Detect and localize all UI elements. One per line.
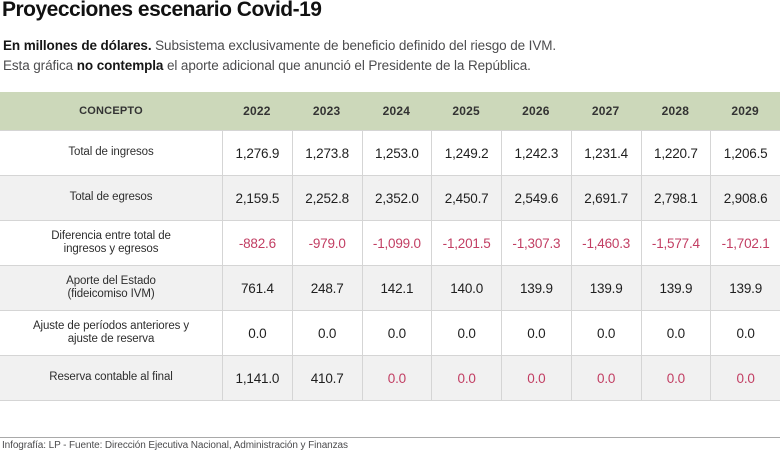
- value-cell: 248.7: [291, 266, 362, 310]
- value-cell: 1,249.2: [431, 131, 501, 175]
- row-label-line: Aporte del Estado: [66, 274, 156, 287]
- data-table: CONCEPTO 2022 2023 2024 2025 2026 2027 2028 2029…: [0, 92, 780, 401]
- value-cell: 2,798.1: [640, 176, 711, 220]
- subtitle-segment: Esta gráfica: [3, 57, 77, 73]
- row-label-line: (fideicomiso IVM): [67, 288, 155, 300]
- value-cell: 2,252.8: [291, 176, 362, 220]
- table-header-row: CONCEPTO 2022 2023 2024 2025 2026 2027 2028 2029: [0, 92, 780, 130]
- column-header-year-2025: 2025: [452, 104, 480, 118]
- row-label-line: ingresos y egresos: [63, 243, 159, 255]
- value-cell: 1,273.8: [291, 131, 362, 175]
- row-label-line: Diferencia entre total de: [51, 229, 171, 242]
- footer-divider: [0, 437, 780, 438]
- value-cell: 2,450.7: [431, 176, 501, 220]
- value-cell: -1,099.0: [361, 221, 432, 265]
- row-label: Aporte del Estado (fideicomiso IVM): [0, 266, 222, 310]
- row-label-line: Total de egresos: [69, 191, 153, 204]
- value-cell: 0.0: [431, 311, 501, 355]
- column-header-year-2023: 2023: [312, 104, 341, 118]
- value-cell: 2,159.5: [222, 176, 292, 220]
- value-cell: 0.0: [640, 311, 711, 355]
- value-cell: 0.0: [501, 311, 571, 355]
- value-cell: 2,908.6: [710, 176, 780, 220]
- table-row: Reserva contable al final 1,141.0 410.7 0.0…: [0, 355, 780, 400]
- row-label-line: Ajuste de períodos anteriores y: [32, 319, 190, 332]
- table-row: Aporte del Estado (fideicomiso IVM) 761.4 2…: [0, 265, 780, 310]
- column-header-year-2026: 2026: [522, 104, 550, 118]
- value-cell: -882.6: [222, 221, 292, 265]
- row-label: Total de ingresos: [0, 131, 222, 175]
- row-label-line: Reserva contable al final: [49, 371, 173, 384]
- value-cell: 139.9: [710, 266, 780, 310]
- row-label: Reserva contable al final: [0, 356, 222, 400]
- value-cell: 1,242.3: [501, 131, 571, 175]
- value-cell: 0.0: [570, 311, 641, 355]
- value-cell: 2,549.6: [501, 176, 571, 220]
- value-cell: 1,206.5: [710, 131, 780, 175]
- table-row: Total de egresos 2,159.5 2,252.8 2,352.0 2,4…: [0, 175, 780, 220]
- value-cell: 139.9: [640, 266, 711, 310]
- value-cell: -979.0: [291, 221, 362, 265]
- subtitle-line-2: Esta gráfica no contempla el aporte adic…: [3, 56, 556, 76]
- value-cell: -1,307.3: [501, 221, 571, 265]
- value-cell: 0.0: [501, 356, 571, 400]
- table-row: Ajuste de períodos anteriores y ajuste de…: [0, 310, 780, 355]
- column-header-concepto: CONCEPTO: [79, 105, 143, 117]
- column-header-year-2028: 2028: [661, 104, 690, 118]
- subtitle: En millones de dólares. Subsistema exclu…: [3, 36, 556, 75]
- table-row: Total de ingresos 1,276.9 1,273.8 1,253.0 1,…: [0, 130, 780, 175]
- row-label: Diferencia entre total de ingresos y egre…: [0, 221, 222, 265]
- value-cell: 1,220.7: [640, 131, 711, 175]
- source-credit: Infografía: LP - Fuente: Dirección Ejecu…: [2, 440, 348, 451]
- subtitle-bold-segment: no contempla: [76, 57, 164, 73]
- value-cell: -1,460.3: [570, 221, 641, 265]
- subtitle-segment: el aporte adicional que anunció el Presi…: [163, 57, 531, 73]
- value-cell: 139.9: [570, 266, 641, 310]
- value-cell: 761.4: [222, 266, 292, 310]
- row-label-line: ajuste de reserva: [67, 333, 155, 345]
- value-cell: 1,231.4: [570, 131, 641, 175]
- value-cell: 0.0: [361, 356, 432, 400]
- value-cell: 142.1: [361, 266, 432, 310]
- value-cell: 2,691.7: [570, 176, 641, 220]
- value-cell: -1,702.1: [710, 221, 780, 265]
- value-cell: -1,201.5: [431, 221, 501, 265]
- page-title: Proyecciones escenario Covid-19: [2, 0, 322, 21]
- value-cell: 1,276.9: [222, 131, 292, 175]
- row-label: Total de egresos: [0, 176, 222, 220]
- column-header-year-2029: 2029: [731, 104, 759, 118]
- column-header-year-2027: 2027: [591, 104, 620, 118]
- value-cell: 410.7: [291, 356, 362, 400]
- subtitle-line-1: En millones de dólares. Subsistema exclu…: [3, 36, 556, 56]
- row-label: Ajuste de períodos anteriores y ajuste de…: [0, 311, 222, 355]
- value-cell: 0.0: [570, 356, 641, 400]
- value-cell: 1,253.0: [361, 131, 432, 175]
- value-cell: 1,141.0: [222, 356, 292, 400]
- value-cell: 140.0: [431, 266, 501, 310]
- value-cell: 0.0: [640, 356, 711, 400]
- column-header-year-2022: 2022: [243, 104, 271, 118]
- column-header-year-2024: 2024: [382, 104, 411, 118]
- table-body: Total de ingresos 1,276.9 1,273.8 1,253.0 1,…: [0, 130, 780, 400]
- value-cell: 0.0: [291, 311, 362, 355]
- value-cell: 0.0: [710, 311, 780, 355]
- value-cell: 139.9: [501, 266, 571, 310]
- table-row: Diferencia entre total de ingresos y egre…: [0, 220, 780, 265]
- subtitle-segment: Subsistema exclusivamente de beneficio d…: [151, 38, 557, 53]
- value-cell: 0.0: [361, 311, 432, 355]
- subtitle-bold-segment: En millones de dólares.: [3, 38, 152, 53]
- value-cell: 0.0: [431, 356, 501, 400]
- row-label-line: Total de ingresos: [68, 146, 154, 159]
- value-cell: 0.0: [222, 311, 292, 355]
- value-cell: -1,577.4: [640, 221, 711, 265]
- value-cell: 0.0: [710, 356, 780, 400]
- value-cell: 2,352.0: [361, 176, 432, 220]
